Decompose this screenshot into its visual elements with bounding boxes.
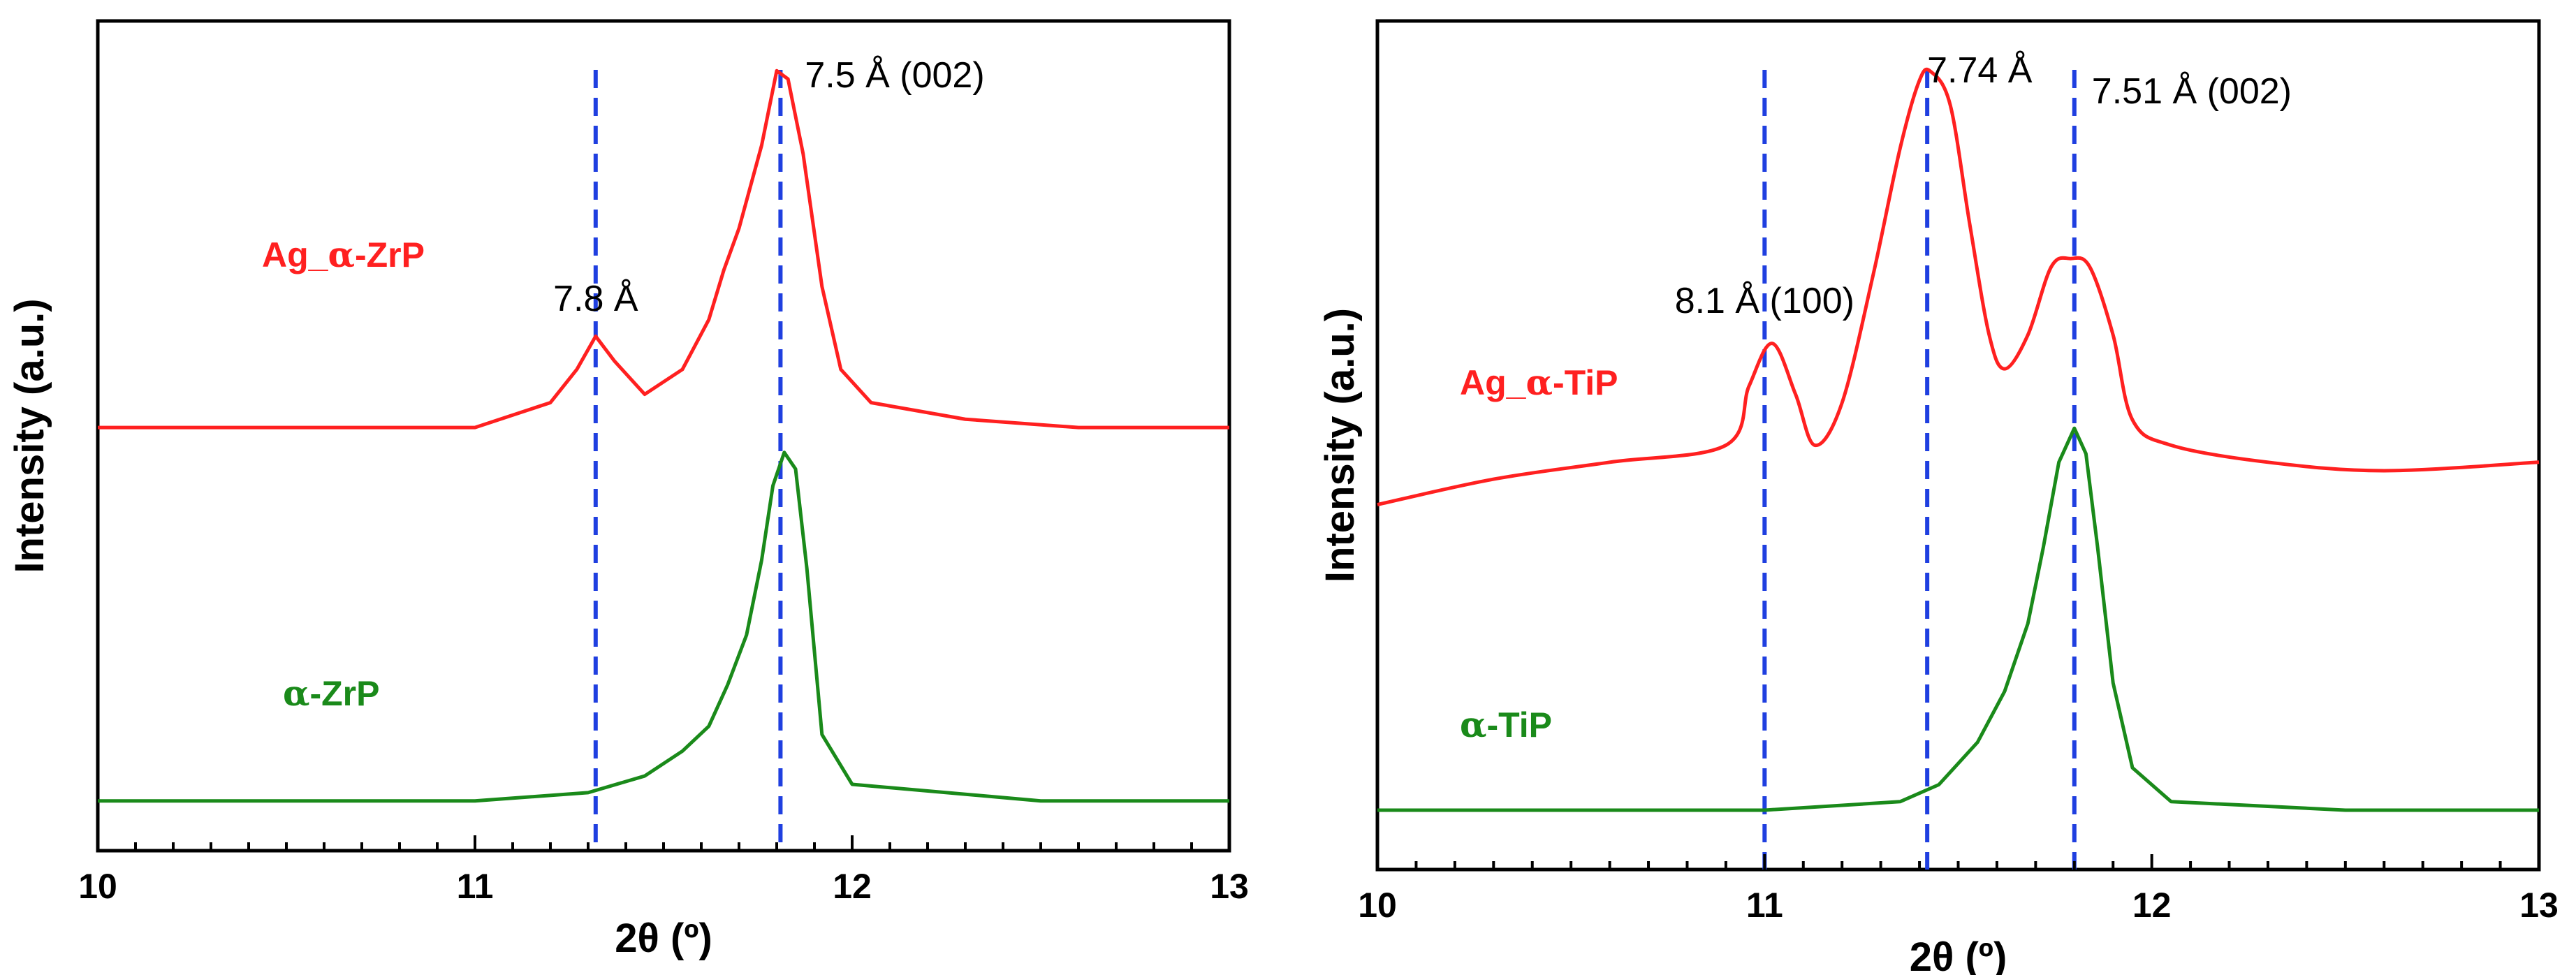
peak-annotation: 7.74 Å [1927,50,2033,91]
reference-lines [1762,70,2077,870]
panel-tip: 10 11 12 13 8.1 Å (100) 7.74 Å 7.51 Å (002) A… [1317,19,2559,975]
series-line-1 [98,450,1229,803]
peak-annotations: 7.8 Å 7.5 Å (002) [553,55,985,319]
series-line-0 [98,68,1229,430]
reference-lines [593,70,783,851]
plot-frame [96,19,1231,853]
series-labels: Ag_α-TiP α-TiP [1460,362,1618,745]
x-tick-label: 12 [2132,886,2172,925]
series-label: Ag_α-ZrP [262,234,425,275]
x-axis-title: 2θ (º) [1910,934,2007,975]
x-tick-labels: 10 11 12 13 [78,867,1249,906]
series-group [1377,67,2540,812]
y-axis-title: Intensity (a.u.) [1317,308,1363,582]
series-line-0 [1377,67,2540,506]
x-tick-label: 11 [1746,886,1783,925]
series-label: α-TiP [1460,704,1552,745]
x-ticks [96,835,1231,851]
peak-annotations: 8.1 Å (100) 7.74 Å 7.51 Å (002) [1675,50,2292,321]
series-label: Ag_α-TiP [1460,362,1618,403]
peak-annotation: 7.51 Å (002) [2092,71,2292,112]
peak-annotation: 7.8 Å [553,279,638,319]
x-tick-label: 10 [78,867,117,906]
x-tick-label: 11 [457,867,494,906]
series-line-1 [1377,426,2539,812]
x-ticks [1376,854,2540,870]
x-tick-label: 13 [2519,886,2559,925]
x-tick-labels: 10 11 12 13 [1358,886,2559,925]
series-label: α-ZrP [283,673,379,714]
x-tick-label: 10 [1358,886,1397,925]
x-tick-label: 13 [1210,867,1249,906]
peak-annotation: 8.1 Å (100) [1675,281,1854,321]
series-labels: Ag_α-ZrP α-ZrP [262,234,425,714]
series-group [98,68,1229,803]
y-axis-title: Intensity (a.u.) [7,298,52,573]
panel-zrp: 10 11 12 13 7.8 Å7.5 Å (002) Ag_α-ZrPα-ZrP … [7,19,1249,961]
peak-annotation: 7.5 Å (002) [805,55,984,96]
x-tick-label: 12 [833,867,872,906]
x-axis-title: 2θ (º) [615,916,712,961]
